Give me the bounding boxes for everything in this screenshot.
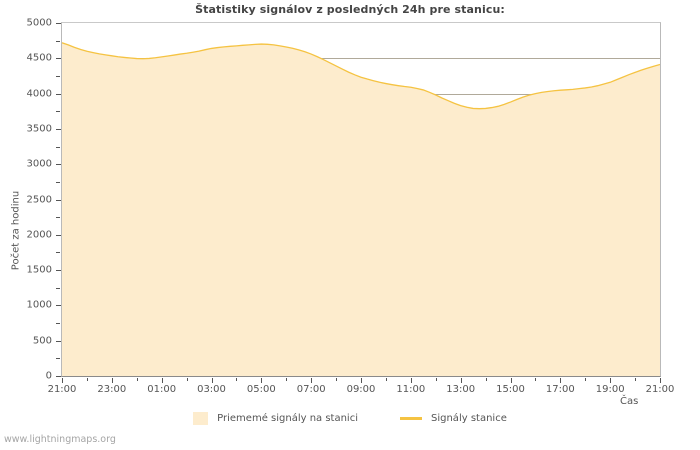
y-axis-label: 3500 <box>26 123 52 135</box>
x-axis-label: 09:00 <box>346 384 376 395</box>
x-axis-tick-minor <box>236 378 237 381</box>
y-axis-tick-minor <box>56 287 60 289</box>
x-axis-label: 15:00 <box>496 384 525 395</box>
x-axis-tick-minor <box>486 378 487 381</box>
x-axis-label: 13:00 <box>446 384 476 395</box>
y-axis-tick-minor <box>56 146 60 148</box>
y-axis-label: 5000 <box>26 17 52 29</box>
x-axis-label: 03:00 <box>197 384 226 395</box>
y-axis-tick-minor <box>56 111 60 113</box>
legend-item-area[interactable]: Priememé signály na stanici <box>193 412 358 425</box>
legend-swatch-area-icon <box>193 412 209 425</box>
x-axis-tick-major <box>610 378 611 383</box>
x-axis-label: 11:00 <box>396 384 426 395</box>
y-axis-tick-minor <box>56 217 60 219</box>
legend-swatch-line-icon <box>400 417 422 420</box>
x-axis-tick-major <box>560 378 561 383</box>
chart-legend: Priememé signály na stanici Signály stan… <box>0 412 700 425</box>
x-axis-tick-minor <box>585 378 586 381</box>
plot-area <box>61 22 661 377</box>
x-axis-tick-major <box>311 378 312 383</box>
x-axis-label: 07:00 <box>296 384 326 395</box>
x-axis-label: 23:00 <box>97 384 127 395</box>
x-axis-label: 19:00 <box>595 384 625 395</box>
x-axis-label: 17:00 <box>545 384 575 395</box>
x-axis-label: 21:00 <box>47 384 77 395</box>
x-axis-tick-minor <box>87 378 88 381</box>
x-axis-title: Čas <box>620 396 639 407</box>
chart-svg <box>62 42 660 376</box>
x-axis-tick-minor <box>137 378 138 381</box>
chart-title: Štatistiky signálov z posledných 24h pre… <box>195 3 505 16</box>
x-axis-tick-minor <box>336 378 337 381</box>
x-axis-tick-minor <box>436 378 437 381</box>
y-axis-tick-minor <box>56 252 60 254</box>
x-axis-tick-major <box>511 378 512 383</box>
y-axis-label: 1000 <box>26 299 52 311</box>
x-axis-tick-major <box>212 378 213 383</box>
x-axis-tick-major <box>62 378 63 383</box>
watermark: www.lightningmaps.org <box>4 434 116 445</box>
area-series-priememe-signaly-na-stanici <box>62 42 660 376</box>
y-axis-tick-minor <box>56 323 60 325</box>
x-axis-tick-major <box>461 378 462 383</box>
x-axis-tick-major <box>411 378 412 383</box>
y-axis-label: 4500 <box>26 52 52 64</box>
y-axis-label: 3000 <box>26 158 52 170</box>
y-axis-tick-minor <box>56 40 60 42</box>
x-axis-label: 01:00 <box>147 384 177 395</box>
y-axis-label: 4000 <box>26 88 52 100</box>
legend-label-line: Signály stanice <box>431 413 507 424</box>
x-axis-tick-major <box>112 378 113 383</box>
x-axis-tick-minor <box>635 378 636 381</box>
x-axis-tick-major <box>261 378 262 383</box>
x-axis-tick-major <box>162 378 163 383</box>
y-axis-tick-minor <box>56 75 60 77</box>
legend-item-line[interactable]: Signály stanice <box>400 413 507 424</box>
x-axis-label: 05:00 <box>246 384 276 395</box>
y-axis-title: Počet za hodinu <box>10 190 22 271</box>
plot-inner <box>62 23 660 376</box>
legend-label-area: Priememé signály na stanici <box>217 413 358 424</box>
x-axis-tick-minor <box>386 378 387 381</box>
x-axis-tick-minor <box>535 378 536 381</box>
line-series-signaly-stanice <box>62 42 660 110</box>
x-axis-tick-major <box>660 378 661 383</box>
x-axis-tick-major <box>361 378 362 383</box>
x-axis-tick-minor <box>187 378 188 381</box>
y-axis-label: 0 <box>45 370 52 382</box>
x-axis-label: 21:00 <box>645 384 675 395</box>
x-axis-tick-minor <box>286 378 287 381</box>
y-axis-tick-minor <box>56 358 60 360</box>
y-axis-tick-minor <box>56 181 60 183</box>
y-axis-label: 500 <box>32 335 52 347</box>
